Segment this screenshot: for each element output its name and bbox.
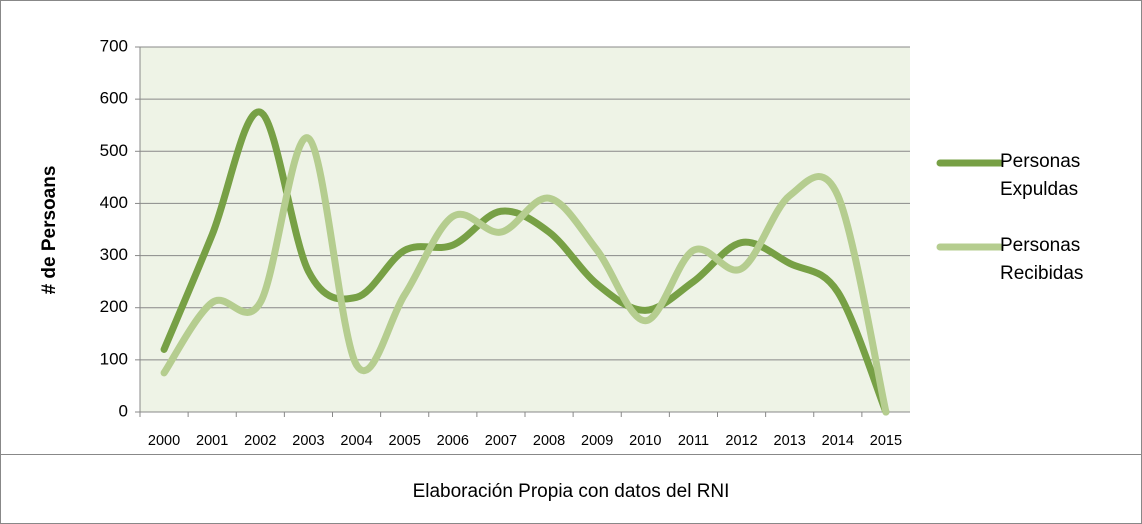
y-tick-label: 400 [100, 193, 128, 212]
y-tick-label: 0 [119, 401, 128, 420]
series-line [160, 108, 890, 416]
x-tick-label: 2005 [389, 433, 421, 449]
x-tick-label: 2001 [196, 433, 228, 449]
legend-label: Personas Recibidas [1000, 235, 1084, 284]
x-tick-label: 2012 [725, 433, 757, 449]
y-tick-label: 600 [100, 89, 128, 108]
x-tick-label: 2007 [485, 433, 517, 449]
x-tick-label: 2014 [822, 433, 854, 449]
y-tick-label: 700 [100, 36, 128, 55]
x-tick-label: 2004 [340, 433, 372, 449]
y-tick-label: 300 [100, 245, 128, 264]
series-line [160, 134, 890, 416]
source-note: Elaboración Propia con datos del RNI [413, 481, 730, 502]
x-tick-label: 2015 [870, 433, 902, 449]
x-tick-label: 2006 [437, 433, 469, 449]
x-tick-label: 2010 [629, 433, 661, 449]
y-tick-label: 500 [100, 141, 128, 160]
x-tick-label: 2002 [244, 433, 276, 449]
y-tick-label: 200 [100, 297, 128, 316]
x-tick-label: 2009 [581, 433, 613, 449]
legend-label: Personas Expuldas [1000, 151, 1081, 200]
plot-area [140, 47, 910, 412]
x-tick-label: 2008 [533, 433, 565, 449]
x-tick-label: 2000 [148, 433, 180, 449]
y-tick-label: 100 [100, 349, 128, 368]
x-tick-label: 2013 [774, 433, 806, 449]
x-tick-label: 2011 [678, 433, 709, 449]
y-axis-label: # de Persoans [39, 166, 60, 295]
x-tick-label: 2003 [292, 433, 324, 449]
